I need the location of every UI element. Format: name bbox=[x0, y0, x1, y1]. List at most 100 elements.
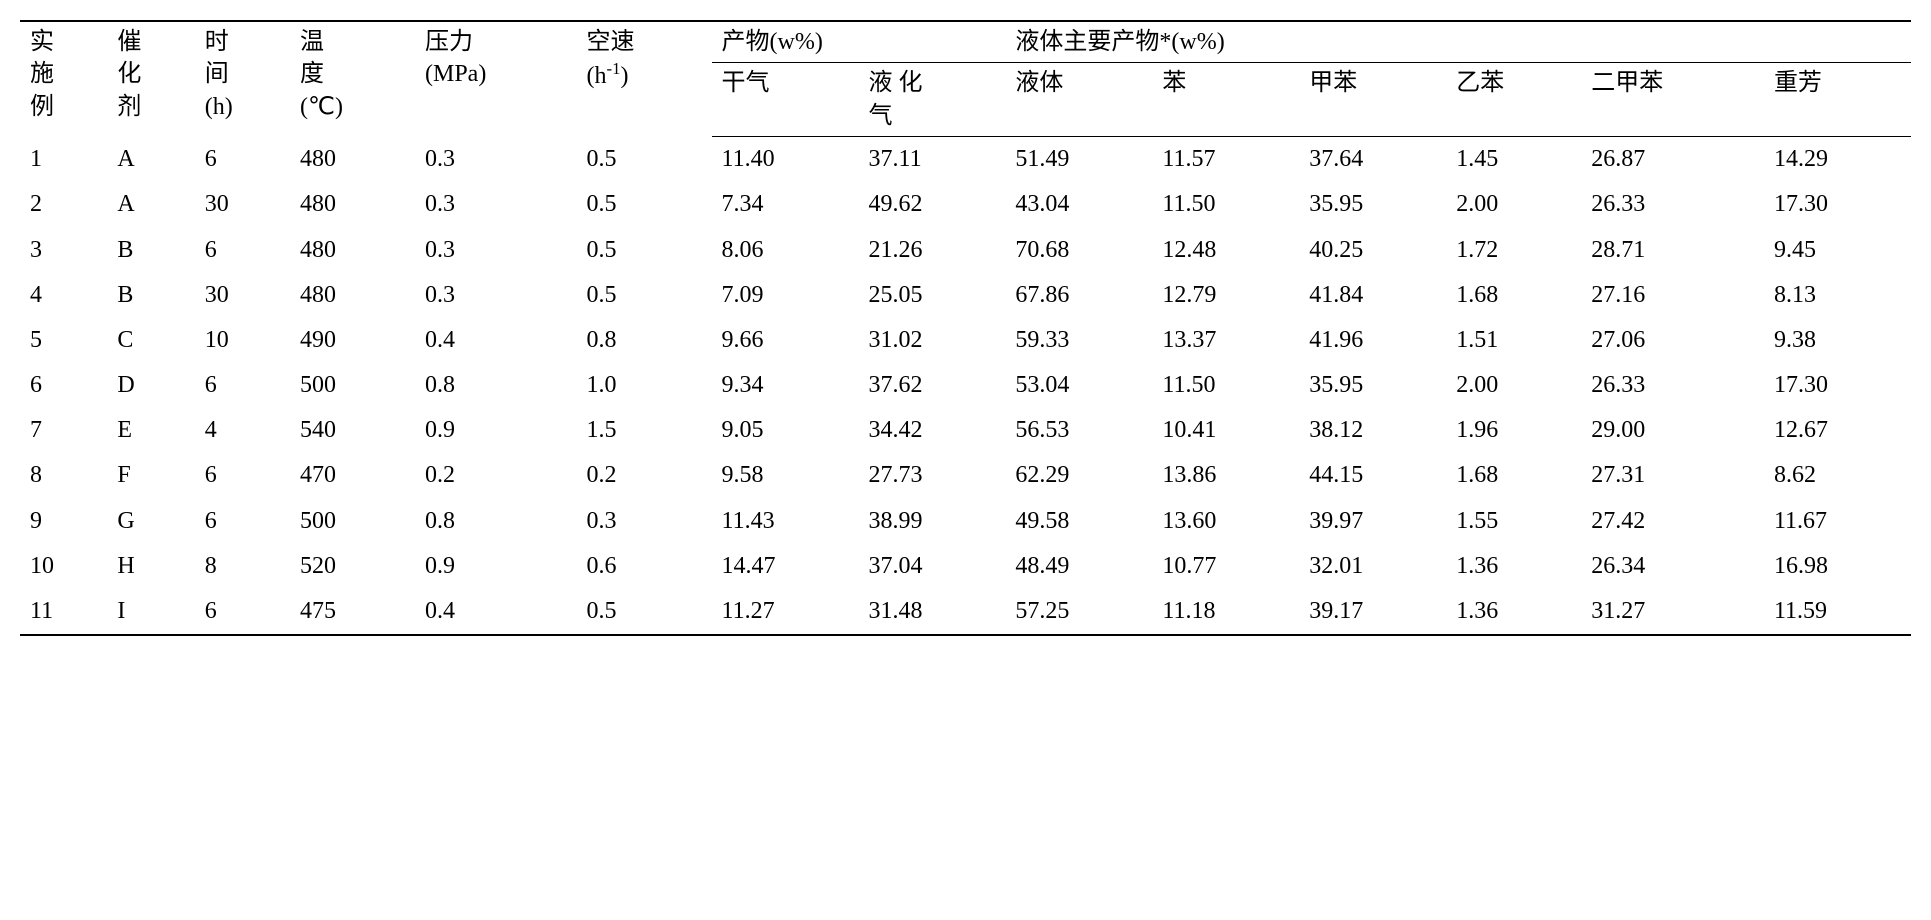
table-cell: 37.62 bbox=[858, 363, 1005, 408]
table-cell: 41.96 bbox=[1299, 318, 1446, 363]
table-cell: 62.29 bbox=[1005, 453, 1152, 498]
table-cell: 0.5 bbox=[577, 228, 712, 273]
table-cell: 27.73 bbox=[858, 453, 1005, 498]
table-cell: 41.84 bbox=[1299, 273, 1446, 318]
table-cell: 1.72 bbox=[1446, 228, 1581, 273]
table-cell: 8.13 bbox=[1764, 273, 1911, 318]
table-cell: 31.02 bbox=[858, 318, 1005, 363]
header-toluene: 甲苯 bbox=[1299, 63, 1446, 137]
table-cell: 0.2 bbox=[577, 453, 712, 498]
table-cell: 17.30 bbox=[1764, 182, 1911, 227]
table-cell: 11.59 bbox=[1764, 589, 1911, 635]
table-cell: 1.0 bbox=[577, 363, 712, 408]
table-cell: 480 bbox=[290, 182, 415, 227]
table-cell: 27.31 bbox=[1581, 453, 1764, 498]
table-cell: 6 bbox=[195, 589, 290, 635]
table-cell: H bbox=[107, 544, 194, 589]
table-cell: 6 bbox=[195, 453, 290, 498]
table-cell: 31.27 bbox=[1581, 589, 1764, 635]
table-cell: 500 bbox=[290, 499, 415, 544]
table-cell: 1.96 bbox=[1446, 408, 1581, 453]
table-cell: 1.45 bbox=[1446, 137, 1581, 183]
table-cell: 14.47 bbox=[712, 544, 859, 589]
table-cell: 6 bbox=[195, 499, 290, 544]
table-row: 8F64700.20.29.5827.7362.2913.8644.151.68… bbox=[20, 453, 1911, 498]
table-row: 10H85200.90.614.4737.0448.4910.7732.011.… bbox=[20, 544, 1911, 589]
table-cell: 11.67 bbox=[1764, 499, 1911, 544]
table-cell: 26.34 bbox=[1581, 544, 1764, 589]
table-cell: 0.8 bbox=[577, 318, 712, 363]
table-cell: 30 bbox=[195, 182, 290, 227]
table-cell: 12.79 bbox=[1152, 273, 1299, 318]
table-cell: 49.58 bbox=[1005, 499, 1152, 544]
table-cell: 70.68 bbox=[1005, 228, 1152, 273]
table-cell: 1.36 bbox=[1446, 544, 1581, 589]
table-cell: E bbox=[107, 408, 194, 453]
table-cell: 1.68 bbox=[1446, 453, 1581, 498]
table-cell: 43.04 bbox=[1005, 182, 1152, 227]
table-cell: D bbox=[107, 363, 194, 408]
table-cell: 11.50 bbox=[1152, 182, 1299, 227]
table-cell: 9.45 bbox=[1764, 228, 1911, 273]
table-cell: 26.33 bbox=[1581, 182, 1764, 227]
table-cell: 0.4 bbox=[415, 589, 577, 635]
table-cell: 25.05 bbox=[858, 273, 1005, 318]
table-cell: B bbox=[107, 228, 194, 273]
table-cell: 7.09 bbox=[712, 273, 859, 318]
table-cell: 2.00 bbox=[1446, 363, 1581, 408]
table-row: 1A64800.30.511.4037.1151.4911.5737.641.4… bbox=[20, 137, 1911, 183]
table-cell: 27.16 bbox=[1581, 273, 1764, 318]
header-group-liquid-products: 液体主要产物*(w%) bbox=[1005, 21, 1911, 63]
table-cell: 5 bbox=[20, 318, 107, 363]
table-cell: 2.00 bbox=[1446, 182, 1581, 227]
table-cell: 6 bbox=[195, 137, 290, 183]
table-cell: 6 bbox=[20, 363, 107, 408]
table-cell: 0.8 bbox=[415, 499, 577, 544]
header-liquid: 液体 bbox=[1005, 63, 1152, 137]
header-group-products: 产物(w%) bbox=[712, 21, 1006, 63]
table-cell: C bbox=[107, 318, 194, 363]
table-cell: 34.42 bbox=[858, 408, 1005, 453]
table-cell: 14.29 bbox=[1764, 137, 1911, 183]
table-cell: 11.43 bbox=[712, 499, 859, 544]
table-cell: 0.3 bbox=[577, 499, 712, 544]
table-cell: 11.18 bbox=[1152, 589, 1299, 635]
table-cell: 59.33 bbox=[1005, 318, 1152, 363]
table-cell: 0.8 bbox=[415, 363, 577, 408]
table-cell: 27.42 bbox=[1581, 499, 1764, 544]
data-table: 实施例 催化剂 时间(h) 温度(℃) 压力(MPa) 空速(h-1) 产物(w… bbox=[20, 20, 1911, 636]
table-cell: 26.87 bbox=[1581, 137, 1764, 183]
header-time: 时间(h) bbox=[195, 21, 290, 137]
table-cell: 8 bbox=[20, 453, 107, 498]
table-cell: 0.3 bbox=[415, 273, 577, 318]
table-cell: 32.01 bbox=[1299, 544, 1446, 589]
table-cell: 1 bbox=[20, 137, 107, 183]
table-cell: 0.9 bbox=[415, 408, 577, 453]
table-cell: 51.49 bbox=[1005, 137, 1152, 183]
table-cell: 470 bbox=[290, 453, 415, 498]
table-cell: 9.58 bbox=[712, 453, 859, 498]
table-cell: 490 bbox=[290, 318, 415, 363]
table-cell: 35.95 bbox=[1299, 182, 1446, 227]
table-cell: A bbox=[107, 137, 194, 183]
table-row: 7E45400.91.59.0534.4256.5310.4138.121.96… bbox=[20, 408, 1911, 453]
table-cell: 0.5 bbox=[577, 182, 712, 227]
table-row: 6D65000.81.09.3437.6253.0411.5035.952.00… bbox=[20, 363, 1911, 408]
table-cell: 0.5 bbox=[577, 273, 712, 318]
table-cell: 475 bbox=[290, 589, 415, 635]
table-body: 1A64800.30.511.4037.1151.4911.5737.641.4… bbox=[20, 137, 1911, 636]
table-cell: 53.04 bbox=[1005, 363, 1152, 408]
header-heavy-aromatics: 重芳 bbox=[1764, 63, 1911, 137]
table-cell: 28.71 bbox=[1581, 228, 1764, 273]
table-cell: 27.06 bbox=[1581, 318, 1764, 363]
table-cell: B bbox=[107, 273, 194, 318]
table-cell: 480 bbox=[290, 273, 415, 318]
table-cell: 11.50 bbox=[1152, 363, 1299, 408]
table-cell: 12.48 bbox=[1152, 228, 1299, 273]
table-cell: 44.15 bbox=[1299, 453, 1446, 498]
table-cell: 8 bbox=[195, 544, 290, 589]
table-cell: 4 bbox=[20, 273, 107, 318]
table-row: 4B304800.30.57.0925.0567.8612.7941.841.6… bbox=[20, 273, 1911, 318]
table-cell: 2 bbox=[20, 182, 107, 227]
table-cell: 30 bbox=[195, 273, 290, 318]
